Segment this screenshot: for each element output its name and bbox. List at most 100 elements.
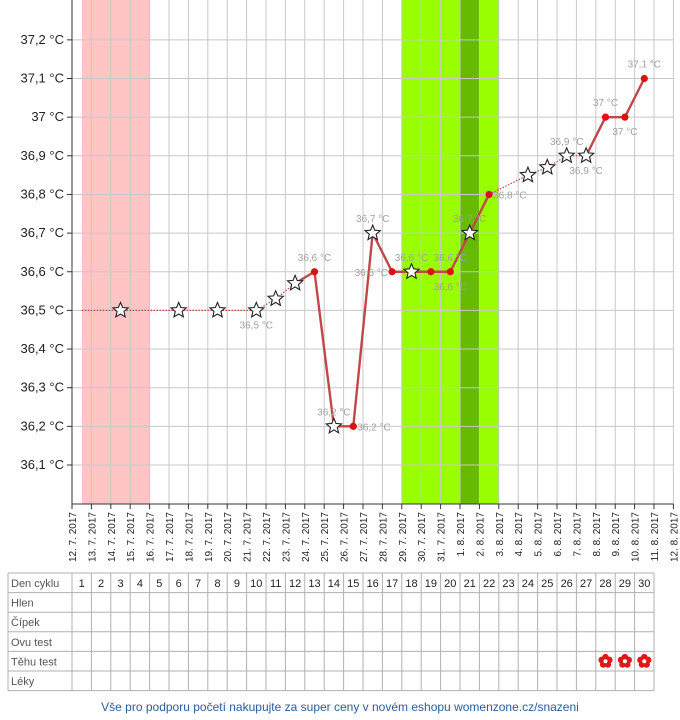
cycle-day-number: 30 <box>638 578 650 590</box>
data-point-star <box>557 146 576 164</box>
x-tick-label: 9. 8. 2017 <box>611 512 622 557</box>
data-point-star <box>286 273 305 291</box>
data-label: 37,1 °C <box>628 60 661 71</box>
data-label: 36,8 °C <box>493 190 526 201</box>
data-label: 36,2 °C <box>317 407 350 418</box>
footer-link[interactable]: Vše pro podporu početí nakupujte za supe… <box>101 700 579 714</box>
x-tick-label: 23. 7. 2017 <box>281 512 292 562</box>
cycle-day-number: 4 <box>137 578 143 590</box>
chart-grid <box>71 0 674 504</box>
data-label: 36,2 °C <box>357 422 390 433</box>
cycle-day-number: 15 <box>347 578 359 590</box>
data-point-dot <box>446 268 454 276</box>
data-point-star <box>460 223 479 241</box>
cycle-day-number: 26 <box>561 578 573 590</box>
table-row-label: Těhu test <box>11 656 57 668</box>
y-tick-label: 36,8 °C <box>20 186 64 201</box>
data-point-star <box>518 165 537 183</box>
cycle-day-number: 3 <box>117 578 123 590</box>
data-point-star <box>538 157 557 176</box>
y-tick-label: 36,6 °C <box>20 264 64 279</box>
y-tick-label: 37 °C <box>31 109 64 124</box>
cycle-day-number: 25 <box>541 578 553 590</box>
y-tick-label: 36,5 °C <box>20 302 64 317</box>
y-tick-label: 36,7 °C <box>20 225 64 240</box>
y-axis: 36,1 °C 36,2 °C 36,3 °C 36,4 °C 36,5 °C 36,6 … <box>20 0 73 504</box>
cycle-phase-bands <box>82 0 499 504</box>
cycle-day-number: 9 <box>234 578 240 590</box>
table-row-label: Čípek <box>11 616 40 629</box>
data-label: 36,9 °C <box>550 137 583 148</box>
data-point-star <box>402 262 421 280</box>
y-tick-label: 37,1 °C <box>20 71 64 86</box>
x-tick-label: 25. 7. 2017 <box>320 512 331 562</box>
cycle-day-number: 2 <box>98 578 104 590</box>
cycle-table: Den cyklu Hlen Čípek Ovu test Těhu test Léky 1… <box>7 572 655 692</box>
series-solid-segment <box>585 77 646 157</box>
data-point-dot <box>485 190 493 199</box>
x-tick-label: 10. 8. 2017 <box>631 512 642 562</box>
cycle-day-number: 5 <box>156 578 162 590</box>
y-tick-label: 37,2 °C <box>20 32 64 47</box>
data-label: 36,7 °C <box>356 214 389 225</box>
data-point-dot <box>349 422 357 430</box>
x-tick-label: 8. 8. 2017 <box>592 512 603 557</box>
x-tick-label: 11. 8. 2017 <box>650 512 661 562</box>
data-point-star <box>208 300 227 319</box>
data-point-dot <box>601 113 610 121</box>
x-tick-label: 2. 8. 2017 <box>475 512 486 557</box>
data-point-star <box>324 416 343 434</box>
x-tick-label: 5. 8. 2017 <box>534 512 545 557</box>
cycle-day-number: 7 <box>195 578 201 590</box>
data-point-dot <box>640 74 648 83</box>
data-label: 36,6 °C <box>355 268 388 279</box>
cycle-day-number: 28 <box>599 578 611 590</box>
data-point-star <box>169 300 188 319</box>
temperature-chart: 36,1 °C 36,2 °C 36,3 °C 36,4 °C 36,5 °C 36,6 … <box>7 0 680 692</box>
data-label: 37 °C <box>593 98 618 109</box>
cycle-day-number: 24 <box>522 578 534 590</box>
y-tick-label: 36,9 °C <box>20 148 64 163</box>
cycle-day-number: 13 <box>308 578 320 590</box>
x-tick-label: 15. 7. 2017 <box>126 512 137 562</box>
cycle-day-number: 29 <box>619 578 631 590</box>
cycle-day-number: 6 <box>176 578 182 590</box>
data-point-dot <box>427 268 435 276</box>
x-axis: 12. 7. 2017 13. 7. 2017 14. 7. 2017 15. 7. … <box>68 503 680 562</box>
cycle-day-number: 23 <box>502 578 514 590</box>
cycle-day-number: 19 <box>425 578 437 590</box>
x-tick-label: 18. 7. 2017 <box>184 512 195 562</box>
x-tick-label: 14. 7. 2017 <box>107 512 118 562</box>
data-point-star <box>363 223 382 241</box>
x-tick-label: 4. 8. 2017 <box>514 512 525 557</box>
y-tick-label: 36,4 °C <box>20 341 64 356</box>
x-tick-label: 6. 8. 2017 <box>553 512 564 557</box>
table-row-label: Den cyklu <box>11 578 59 590</box>
data-label: 36,5 °C <box>240 320 273 331</box>
cycle-day-number: 20 <box>444 578 456 590</box>
cycle-day-number: 11 <box>270 578 281 590</box>
red-flower-icon <box>598 653 613 668</box>
band-menstruation <box>82 0 150 504</box>
x-tick-label: 20. 7. 2017 <box>223 512 234 562</box>
data-point-dot <box>621 113 629 121</box>
x-tick-label: 22. 7. 2017 <box>262 512 273 562</box>
x-tick-label: 16. 7. 2017 <box>146 512 157 562</box>
cycle-day-number: 10 <box>250 578 262 590</box>
x-tick-label: 17. 7. 2017 <box>165 512 176 562</box>
x-tick-label: 29. 7. 2017 <box>398 512 409 562</box>
cycle-day-number: 1 <box>79 578 85 590</box>
data-label: 37 °C <box>612 127 637 138</box>
cycle-day-number: 27 <box>580 578 592 590</box>
x-tick-label: 28. 7. 2017 <box>378 512 389 562</box>
cycle-day-number: 12 <box>289 578 301 590</box>
cycle-day-number: 18 <box>405 578 417 590</box>
table-row-label: Ovu test <box>11 637 52 649</box>
red-flower-icon <box>637 653 652 668</box>
x-tick-label: 12. 8. 2017 <box>669 512 680 562</box>
band-ovulation <box>460 0 480 504</box>
x-tick-label: 27. 7. 2017 <box>359 512 370 562</box>
red-flower-icon <box>617 653 633 668</box>
temperature-markers <box>111 74 648 434</box>
data-point-star <box>111 300 130 319</box>
